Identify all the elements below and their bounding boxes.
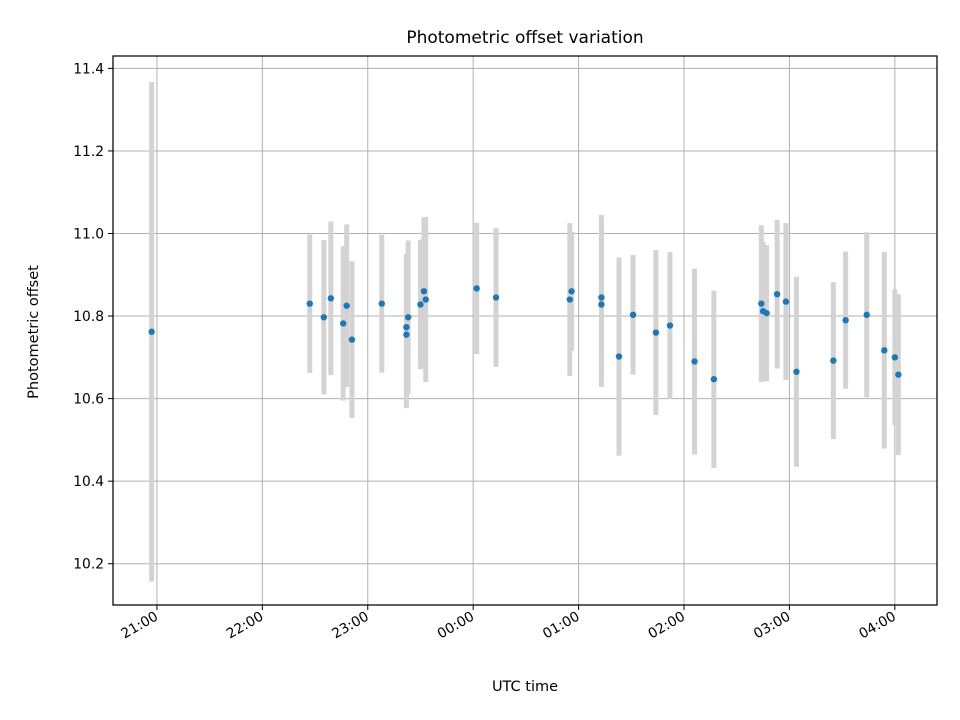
y-tick-label: 11.2 [73,144,104,160]
data-point [763,309,770,317]
data-point [566,296,574,303]
data-point [568,288,575,295]
data-point [403,323,410,331]
data-point [793,368,800,375]
data-point [598,294,605,301]
data-point [615,353,623,360]
data-point [710,376,718,383]
chart-title: Photometric offset variation [406,28,643,48]
data-point [830,357,837,364]
y-tick-label: 10.2 [73,557,104,573]
data-point [881,347,888,354]
data-point [320,314,328,321]
x-axis-label: UTC time [492,679,558,695]
data-point [891,354,899,361]
plot-frame [112,55,938,606]
data-point [417,301,424,308]
data-point [863,311,870,319]
data-points [148,285,902,383]
data-point [404,314,412,321]
data-point [378,300,386,307]
y-tick-label: 11.0 [73,226,104,242]
data-point [403,331,410,338]
data-point [327,295,335,302]
y-axis-label: Photometric offset [26,265,42,399]
y-tick-label: 10.8 [73,309,104,325]
data-point [782,298,790,305]
data-point [773,290,781,298]
data-point [895,371,902,378]
data-point [652,329,660,336]
data-point [691,358,698,365]
data-point [473,285,480,292]
data-point [422,296,429,303]
data-point [492,294,500,301]
data-point [842,316,849,324]
data-point [306,300,313,307]
data-point [339,320,347,327]
data-point [348,336,356,343]
data-point [343,302,350,309]
y-tick-label: 11.4 [73,61,104,77]
data-point [420,288,428,295]
data-point [666,322,674,329]
data-point [148,328,155,335]
data-point [629,311,637,319]
grid [113,56,937,605]
y-tick-label: 10.4 [73,474,104,490]
data-point [598,301,605,308]
data-point [758,300,765,307]
y-tick-label: 10.6 [73,392,104,408]
